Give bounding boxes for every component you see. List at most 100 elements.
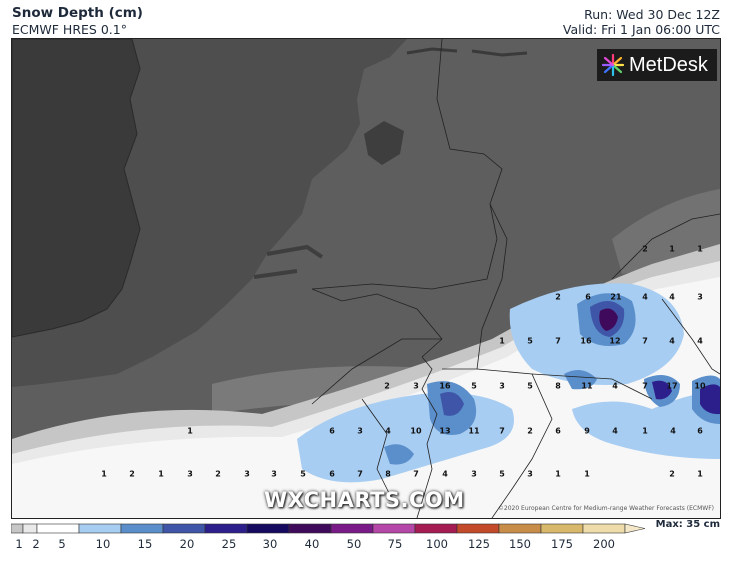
legend-swatch xyxy=(498,523,542,534)
snow-value-label: 10 xyxy=(410,426,422,436)
snow-value-label: 2 xyxy=(527,426,533,436)
snow-value-label: 2 xyxy=(642,244,648,254)
snow-value-label: 3 xyxy=(271,469,277,479)
snow-value-label: 4 xyxy=(612,381,618,391)
snow-value-label: 4 xyxy=(670,426,676,436)
snow-value-label: 3 xyxy=(244,469,250,479)
run-time: Run: Wed 30 Dec 12Z xyxy=(584,7,720,22)
color-legend xyxy=(11,523,646,534)
legend-tick-label: 2 xyxy=(32,537,40,551)
snow-value-label: 1 xyxy=(697,469,703,479)
snow-value-label: 1 xyxy=(584,469,590,479)
legend-tick-label: 5 xyxy=(58,537,66,551)
snow-value-label: 4 xyxy=(669,292,675,302)
snow-value-label: 3 xyxy=(499,381,505,391)
snow-value-label: 3 xyxy=(187,469,193,479)
snow-value-label: 16 xyxy=(439,381,451,391)
snow-value-label: 2 xyxy=(215,469,221,479)
snow-value-label: 5 xyxy=(527,336,533,346)
metdesk-starburst-icon xyxy=(601,53,625,77)
legend-swatch xyxy=(456,523,500,534)
legend-tick-label: 150 xyxy=(509,537,531,551)
snow-value-label: 5 xyxy=(471,381,477,391)
snow-value-label: 2 xyxy=(129,469,135,479)
snow-value-label: 2 xyxy=(384,381,390,391)
legend-swatch xyxy=(414,523,458,534)
snow-value-label: 21 xyxy=(610,292,622,302)
snow-value-label: 5 xyxy=(499,469,505,479)
snow-value-label: 1 xyxy=(499,336,505,346)
legend-tick-label: 100 xyxy=(426,537,448,551)
snow-depth-map[interactable]: 2 1 1 2 6 21 4 4 3 1 5 7 16 12 7 4 4 2 3 16 5 3 5 8 11 4 7 17 10 1 6 3 4… xyxy=(11,38,721,519)
snow-value-label: 4 xyxy=(697,336,703,346)
snow-value-label: 1 xyxy=(187,426,193,436)
legend-swatch xyxy=(540,523,584,534)
snow-value-label: 11 xyxy=(468,426,480,436)
snow-value-label: 4 xyxy=(612,426,618,436)
snow-value-label: 1 xyxy=(642,426,648,436)
snow-value-label: 1 xyxy=(669,244,675,254)
snow-value-label: 3 xyxy=(527,469,533,479)
snow-value-label: 7 xyxy=(357,469,363,479)
snow-value-label: 3 xyxy=(357,426,363,436)
snow-value-label: 2 xyxy=(555,292,561,302)
snow-value-label: 9 xyxy=(584,426,590,436)
map-base xyxy=(12,39,720,518)
snow-value-label: 7 xyxy=(555,336,561,346)
legend-swatch xyxy=(22,523,38,534)
snow-value-label: 5 xyxy=(300,469,306,479)
snow-value-label: 6 xyxy=(585,292,591,302)
snow-value-label: 17 xyxy=(666,381,678,391)
legend-swatch xyxy=(11,523,24,534)
model-subtitle: ECMWF HRES 0.1° xyxy=(12,22,127,37)
snow-value-label: 5 xyxy=(527,381,533,391)
legend-swatch xyxy=(204,523,248,534)
snow-value-label: 1 xyxy=(101,469,107,479)
snow-value-label: 11 xyxy=(581,381,593,391)
snow-value-label: 3 xyxy=(413,381,419,391)
snow-value-label: 10 xyxy=(694,381,706,391)
legend-swatch xyxy=(288,523,332,534)
snow-value-label: 16 xyxy=(580,336,592,346)
snow-value-label: 12 xyxy=(609,336,621,346)
legend-tick-label: 1 xyxy=(15,537,23,551)
legend-tick-label: 75 xyxy=(387,537,403,551)
valid-time: Valid: Fri 1 Jan 06:00 UTC xyxy=(562,22,720,37)
legend-tick-label: 40 xyxy=(304,537,320,551)
snow-value-label: 8 xyxy=(385,469,391,479)
legend-swatch xyxy=(330,523,374,534)
wxcharts-watermark: WXCHARTS.COM xyxy=(264,488,465,512)
legend-tick-label: 200 xyxy=(593,537,615,551)
snow-value-label: 6 xyxy=(329,426,335,436)
snow-value-label: 1 xyxy=(158,469,164,479)
legend-tick-label: 15 xyxy=(137,537,153,551)
snow-value-label: 2 xyxy=(669,469,675,479)
legend-tick-label: 125 xyxy=(468,537,490,551)
snow-value-label: 6 xyxy=(555,426,561,436)
snow-value-label: 6 xyxy=(697,426,703,436)
legend-arrow xyxy=(624,523,646,534)
snow-value-label: 8 xyxy=(555,381,561,391)
snow-value-label: 7 xyxy=(413,469,419,479)
legend-tick-label: 20 xyxy=(179,537,195,551)
legend-swatch xyxy=(120,523,164,534)
legend-swatch xyxy=(372,523,416,534)
chart-title: Snow Depth (cm) xyxy=(12,5,143,21)
snow-value-label: 3 xyxy=(697,292,703,302)
legend-tick-label: 30 xyxy=(262,537,278,551)
legend-swatch xyxy=(36,523,80,534)
legend-swatch xyxy=(78,523,122,534)
snow-value-label: 4 xyxy=(642,292,648,302)
snow-value-labels: 2 1 1 2 6 21 4 4 3 1 5 7 16 12 7 4 4 2 3 16 5 3 5 8 11 4 7 17 10 1 6 3 4… xyxy=(12,39,720,518)
snow-value-label: 7 xyxy=(642,381,648,391)
snow-value-label: 4 xyxy=(385,426,391,436)
legend-swatch xyxy=(246,523,290,534)
snow-value-label: 13 xyxy=(439,426,451,436)
legend-tick-label: 175 xyxy=(551,537,573,551)
snow-value-label: 6 xyxy=(329,469,335,479)
max-value: Max: 35 cm xyxy=(655,519,720,530)
legend-tick-label: 10 xyxy=(95,537,111,551)
snow-value-label: 3 xyxy=(471,469,477,479)
snow-value-label: 7 xyxy=(642,336,648,346)
ecmwf-credit: ©2020 European Centre for Medium-range W… xyxy=(497,505,714,512)
